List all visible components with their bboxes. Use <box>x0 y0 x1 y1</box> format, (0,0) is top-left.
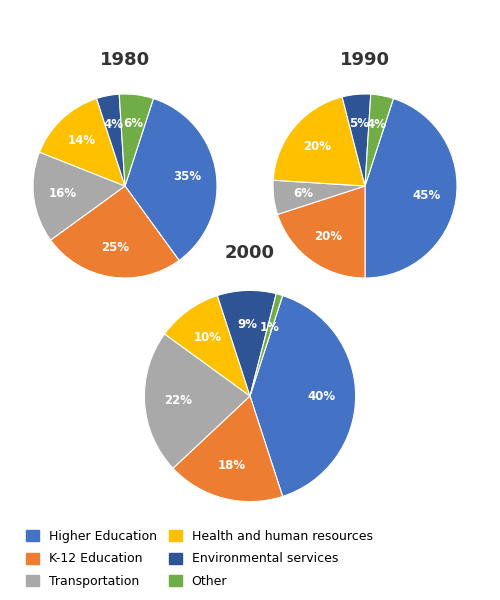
Text: 5%: 5% <box>349 117 369 130</box>
Wedge shape <box>33 152 125 240</box>
Wedge shape <box>273 97 365 186</box>
Text: 14%: 14% <box>68 134 96 147</box>
Text: 22%: 22% <box>164 394 192 407</box>
Legend: Higher Education, K-12 Education, Transportation, Health and human resources, En: Higher Education, K-12 Education, Transp… <box>26 530 373 588</box>
Wedge shape <box>342 94 371 186</box>
Text: 20%: 20% <box>314 230 342 243</box>
Wedge shape <box>365 98 457 278</box>
Text: 45%: 45% <box>412 189 441 202</box>
Text: 18%: 18% <box>218 459 246 472</box>
Wedge shape <box>365 94 394 186</box>
Wedge shape <box>173 396 282 502</box>
Text: 1%: 1% <box>260 320 280 334</box>
Title: 2000: 2000 <box>225 244 275 262</box>
Wedge shape <box>278 186 365 278</box>
Text: 25%: 25% <box>101 241 130 254</box>
Text: 35%: 35% <box>172 170 201 183</box>
Wedge shape <box>125 98 217 260</box>
Wedge shape <box>119 94 154 186</box>
Wedge shape <box>250 294 282 396</box>
Title: 1980: 1980 <box>100 52 150 70</box>
Title: 1990: 1990 <box>340 52 390 70</box>
Wedge shape <box>96 94 125 186</box>
Wedge shape <box>164 296 250 396</box>
Text: 9%: 9% <box>238 318 258 331</box>
Wedge shape <box>218 290 276 396</box>
Wedge shape <box>273 180 365 214</box>
Text: 4%: 4% <box>104 118 124 131</box>
Text: 4%: 4% <box>366 118 386 131</box>
Text: 6%: 6% <box>293 187 313 200</box>
Wedge shape <box>250 296 356 496</box>
Text: 40%: 40% <box>308 389 336 403</box>
Wedge shape <box>50 186 179 278</box>
Wedge shape <box>40 98 125 186</box>
Text: 10%: 10% <box>194 331 222 344</box>
Text: 6%: 6% <box>123 118 143 130</box>
Text: 20%: 20% <box>303 140 331 152</box>
Wedge shape <box>144 334 250 468</box>
Text: 16%: 16% <box>49 187 77 200</box>
